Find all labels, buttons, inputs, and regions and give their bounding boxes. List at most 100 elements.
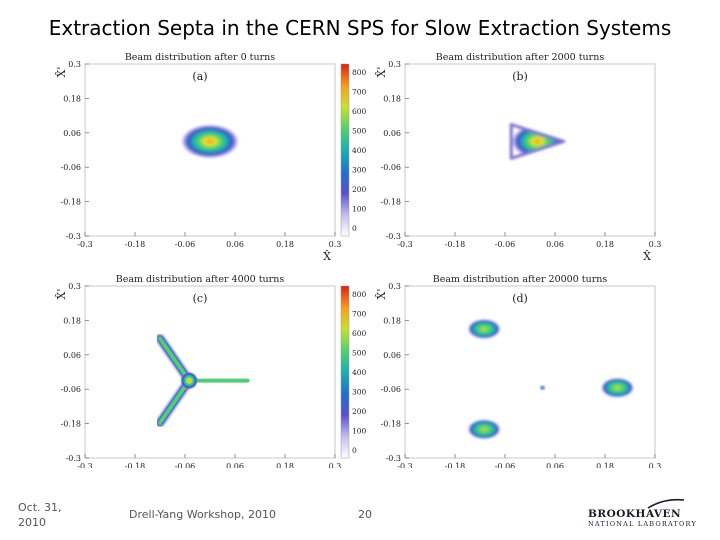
x-tick-label: -0.06: [175, 240, 196, 249]
footer-workshop: Drell-Yang Workshop, 2010: [129, 508, 276, 521]
y-tick-label: 0.3: [68, 60, 81, 69]
x-tick-label: 0.18: [596, 240, 614, 249]
brookhaven-logo: BROOKHAVEN NATIONAL LABORATORY: [588, 496, 696, 532]
colorbar-tick-label: 600: [352, 329, 367, 338]
y-tick-label: -0.06: [380, 385, 401, 394]
x-tick-label: -0.3: [397, 240, 412, 249]
slide-title: Extraction Septa in the CERN SPS for Slo…: [48, 16, 672, 40]
y-tick-label: -0.18: [380, 198, 401, 207]
beam-cluster-core: [180, 371, 199, 390]
colorbar-tick-label: 400: [352, 146, 367, 155]
x-tick-label: 0.18: [596, 462, 614, 468]
y-tick-label: 0.06: [63, 351, 81, 360]
x-tick-label: -0.18: [125, 240, 146, 249]
footer-date: Oct. 31, 2010: [18, 501, 62, 529]
plot-frame: [84, 285, 336, 459]
y-tick-label: -0.3: [386, 454, 401, 463]
colorbar-tick-label: 200: [352, 185, 367, 194]
beam-cluster: [180, 124, 240, 159]
x-tick-label: 0.18: [276, 240, 294, 249]
panel-c: Beam distribution after 4000 turns (c) -0.…: [55, 274, 367, 468]
logo-swoosh-icon: [647, 498, 685, 509]
x-tick-label: -0.18: [125, 462, 146, 468]
x-axis-label: X̂: [643, 250, 651, 263]
panel-title: Beam distribution after 20000 turns: [433, 274, 608, 285]
beam-distribution-figure: Beam distribution after 0 turns(a)-0.3 -0…: [55, 52, 662, 468]
y-axis-label: X̂': [55, 289, 68, 300]
colorbar: [340, 285, 350, 459]
beam-cluster-triangle: [509, 123, 566, 160]
x-tick-label: 0.06: [546, 462, 564, 468]
colorbar-tick-label: 100: [352, 205, 367, 214]
y-tick-label: 0.06: [63, 129, 81, 138]
panel-a: Beam distribution after 0 turns(a)-0.3 -0…: [55, 52, 367, 263]
panel-d: Beam distribution after 20000 turns (d) -0…: [375, 274, 661, 468]
x-tick-label: -0.06: [495, 240, 516, 249]
colorbar-tick-label: 500: [352, 127, 367, 136]
logo-sub-text: NATIONAL LABORATORY: [588, 520, 697, 528]
beam-cluster: [467, 419, 501, 440]
y-tick-label: -0.06: [60, 385, 81, 394]
y-tick-label: -0.3: [66, 454, 81, 463]
colorbar-tick-label: 700: [352, 310, 367, 319]
colorbar-tick-label: 700: [352, 88, 367, 97]
beam-cluster: [467, 318, 501, 340]
colorbar-tick-label: 400: [352, 368, 367, 377]
plot-frame: [404, 285, 656, 459]
x-tick-label: -0.06: [175, 462, 196, 468]
y-tick-label: -0.06: [380, 163, 401, 172]
panel-label: (c): [193, 292, 208, 305]
page-number: 20: [358, 508, 372, 521]
panel-label: (b): [512, 70, 528, 83]
y-axis-label: X̂': [55, 67, 68, 78]
y-tick-label: 0.3: [388, 282, 401, 291]
panel-label: (a): [192, 70, 207, 83]
y-tick-label: -0.18: [60, 198, 81, 207]
x-tick-label: -0.3: [397, 462, 412, 468]
y-tick-label: -0.18: [60, 420, 81, 429]
colorbar-tick-label: 300: [352, 388, 367, 397]
y-axis-label: X̂': [375, 67, 388, 78]
x-tick-label: 0.3: [329, 240, 342, 249]
x-tick-label: -0.06: [495, 462, 516, 468]
x-tick-label: -0.3: [77, 240, 92, 249]
y-tick-label: -0.3: [66, 232, 81, 241]
colorbar-tick-label: 300: [352, 166, 367, 175]
y-tick-label: 0.3: [68, 282, 81, 291]
y-tick-label: 0.18: [63, 94, 81, 103]
colorbar-tick-label: 0: [352, 224, 357, 233]
y-tick-label: 0.3: [388, 60, 401, 69]
x-axis-label: X̂: [323, 250, 331, 263]
colorbar-tick-label: 800: [352, 68, 367, 77]
colorbar-tick-label: 800: [352, 290, 367, 299]
colorbar-tick-label: 200: [352, 407, 367, 416]
beam-cluster-dot: [540, 385, 545, 390]
y-tick-label: 0.06: [383, 129, 401, 138]
beam-cluster: [600, 377, 635, 398]
y-tick-label: -0.18: [380, 420, 401, 429]
x-tick-label: 0.3: [329, 462, 342, 468]
x-tick-label: 0.06: [226, 462, 244, 468]
panel-title: Beam distribution after 4000 turns: [116, 274, 285, 285]
x-tick-label: -0.18: [445, 240, 466, 249]
y-tick-label: 0.06: [383, 351, 401, 360]
y-tick-label: 0.18: [383, 316, 401, 325]
x-tick-label: 0.3: [649, 462, 662, 468]
x-tick-label: 0.3: [649, 240, 662, 249]
x-tick-label: 0.06: [226, 240, 244, 249]
logo-main-text: BROOKHAVEN: [588, 508, 682, 520]
panel-title: Beam distribution after 0 turns: [125, 52, 275, 63]
y-tick-label: 0.18: [383, 94, 401, 103]
x-tick-label: -0.18: [445, 462, 466, 468]
y-axis-label: X̂': [375, 289, 388, 300]
y-tick-label: -0.3: [386, 232, 401, 241]
x-tick-label: -0.3: [77, 462, 92, 468]
panel-title: Beam distribution after 2000 turns: [436, 52, 605, 63]
y-tick-label: 0.18: [63, 316, 81, 325]
x-tick-label: 0.18: [276, 462, 294, 468]
colorbar: [340, 63, 350, 237]
colorbar-tick-label: 0: [352, 446, 357, 455]
x-tick-label: 0.06: [546, 240, 564, 249]
colorbar-tick-label: 500: [352, 349, 367, 358]
y-tick-label: -0.06: [60, 163, 81, 172]
